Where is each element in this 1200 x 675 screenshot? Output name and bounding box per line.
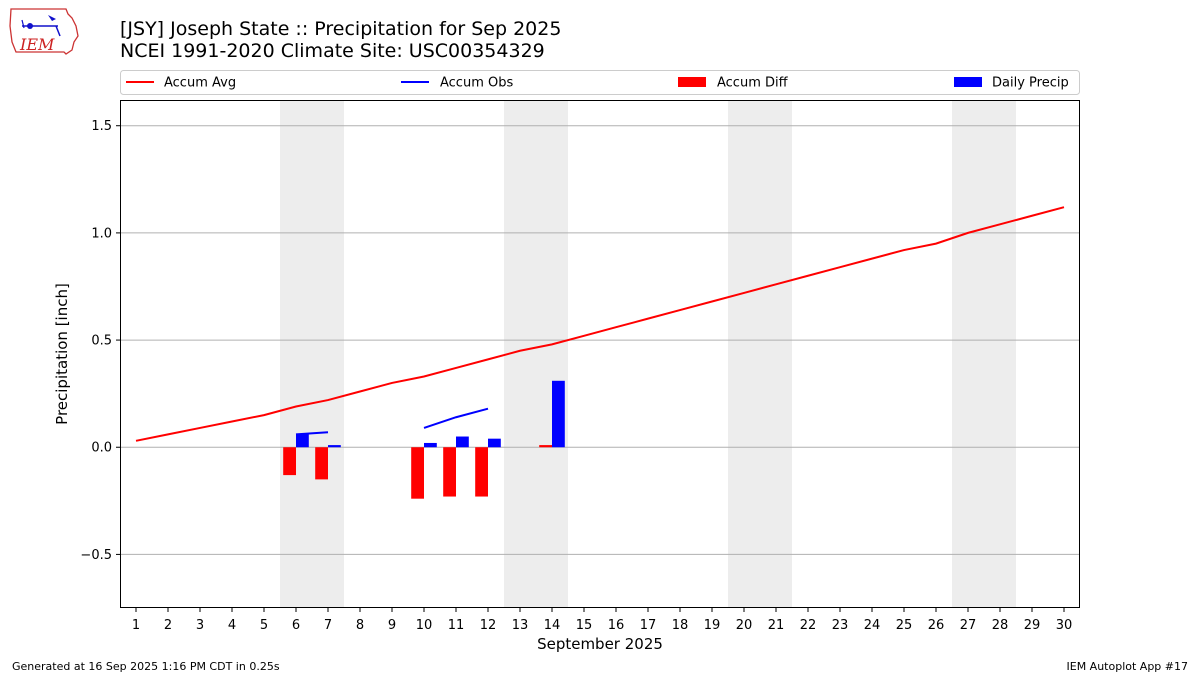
x-tick-label: 5	[260, 618, 268, 633]
accum-diff-bar	[539, 445, 552, 448]
x-tick-label: 13	[512, 618, 529, 633]
x-tick-label: 9	[388, 618, 396, 633]
accum-avg-line	[135, 206, 1065, 442]
x-axis: 1 2 3 4 5 6 7 8 9 10 11 12 13 14 15 16 17 18 19 20 21 22 23 24 2…	[132, 608, 1072, 633]
y-axis-label: Precipitation [inch]	[53, 283, 71, 425]
daily-precip-bar	[456, 436, 469, 448]
x-tick-label: 15	[576, 618, 593, 633]
x-tick-label: 30	[1056, 618, 1073, 633]
x-tick-label: 23	[832, 618, 849, 633]
daily-precip-bar	[488, 438, 501, 448]
accum-diff-bar	[283, 447, 296, 476]
legend: Accum Avg Accum Obs Accum Diff Daily Pre…	[120, 70, 1080, 95]
accum-obs-line	[295, 431, 329, 436]
x-tick-label: 28	[992, 618, 1009, 633]
y-tick-label: 1.5	[91, 119, 112, 134]
y-tick-label: 1.0	[91, 226, 112, 241]
legend-label-accum-diff: Accum Diff	[717, 76, 789, 91]
x-tick-label: 12	[480, 618, 497, 633]
legend-swatch-daily-precip	[954, 77, 982, 87]
legend-label-daily-precip: Daily Precip	[992, 76, 1069, 91]
accum-diff-bar	[411, 447, 424, 499]
accum-diff-bar	[315, 447, 328, 480]
x-tick-label: 2	[164, 618, 172, 633]
x-tick-label: 24	[864, 618, 881, 633]
x-tick-label: 14	[544, 618, 561, 633]
x-tick-label: 22	[800, 618, 817, 633]
iem-logo: IEM	[9, 8, 79, 55]
x-tick-label: 8	[356, 618, 364, 633]
x-tick-label: 20	[736, 618, 753, 633]
footer-app-text: IEM Autoplot App #17	[1066, 660, 1189, 673]
x-tick-label: 25	[896, 618, 913, 633]
x-tick-label: 19	[704, 618, 721, 633]
daily-precip-bars	[296, 380, 565, 448]
x-tick-label: 27	[960, 618, 977, 633]
daily-precip-bar	[552, 380, 565, 448]
y-tick-label: −0.5	[80, 548, 112, 563]
x-axis-label: September 2025	[537, 635, 663, 653]
daily-precip-bar	[328, 445, 341, 448]
accum-diff-bars	[283, 445, 552, 499]
daily-precip-bar	[296, 434, 309, 448]
legend-swatch-accum-diff	[678, 77, 706, 87]
x-tick-label: 10	[416, 618, 433, 633]
y-gridlines	[120, 125, 1080, 555]
accum-diff-bar	[475, 447, 488, 497]
footer-generated-text: Generated at 16 Sep 2025 1:16 PM CDT in …	[12, 660, 280, 673]
accum-obs-line	[423, 407, 489, 429]
y-tick-label: 0.5	[91, 334, 112, 349]
weekend-band-2	[504, 100, 568, 608]
accum-diff-bar	[443, 447, 456, 497]
x-tick-label: 17	[640, 618, 657, 633]
plot-frame	[120, 100, 1080, 608]
weekend-band-3	[728, 100, 792, 608]
x-tick-label: 16	[608, 618, 625, 633]
logo-text: IEM	[19, 35, 55, 54]
x-tick-label: 1	[132, 618, 140, 633]
y-axis: −0.5 0.0 0.5 1.0 1.5	[80, 119, 120, 563]
chart-title: [JSY] Joseph State :: Precipitation for …	[120, 18, 562, 40]
x-tick-label: 3	[196, 618, 204, 633]
x-tick-label: 7	[324, 618, 332, 633]
x-tick-label: 29	[1024, 618, 1041, 633]
accum-lines	[135, 206, 1065, 442]
x-tick-label: 6	[292, 618, 300, 633]
weekend-band-1	[280, 100, 344, 608]
chart-subtitle: NCEI 1991-2020 Climate Site: USC00354329	[120, 40, 545, 62]
x-tick-label: 26	[928, 618, 945, 633]
daily-precip-bar	[424, 442, 437, 448]
weekend-band-4	[952, 100, 1016, 608]
x-tick-label: 4	[228, 618, 236, 633]
legend-frame	[120, 70, 1080, 95]
legend-label-accum-obs: Accum Obs	[440, 76, 513, 91]
legend-label-accum-avg: Accum Avg	[164, 76, 236, 91]
x-tick-label: 18	[672, 618, 689, 633]
y-tick-label: 0.0	[91, 441, 112, 456]
weekend-shading	[280, 100, 1016, 608]
x-tick-label: 21	[768, 618, 785, 633]
x-tick-label: 11	[448, 618, 465, 633]
